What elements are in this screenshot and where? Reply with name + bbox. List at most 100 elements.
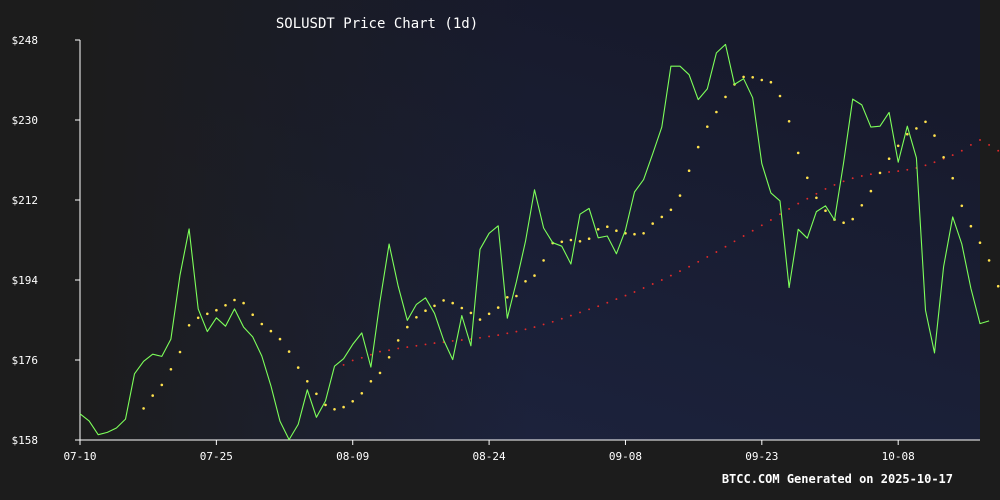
long-ma-point (733, 240, 736, 243)
short-ma-point (315, 392, 318, 396)
short-ma-point (424, 309, 427, 313)
y-tick-label: $212 (12, 194, 39, 207)
short-ma-point (469, 311, 473, 315)
long-ma-point (951, 154, 954, 157)
short-ma-point (515, 294, 518, 298)
long-ma-point (551, 320, 554, 323)
short-ma-point (642, 232, 645, 235)
y-tick-label: $248 (12, 34, 39, 47)
short-ma-point (169, 368, 173, 371)
long-ma-point (542, 323, 545, 326)
long-ma-point (351, 359, 354, 362)
short-ma-point (178, 350, 182, 354)
long-ma-point (806, 197, 809, 200)
short-ma-point (960, 204, 964, 208)
long-ma-point (869, 173, 872, 176)
x-tick-label: 09-08 (609, 450, 642, 463)
short-ma-point (869, 189, 873, 193)
chart-title: SOLUSDT Price Chart (1d) (276, 16, 478, 32)
short-ma-point (778, 94, 782, 98)
long-ma-point (497, 334, 500, 337)
long-ma-point (379, 350, 381, 353)
long-ma-point (924, 164, 927, 167)
long-ma-point (569, 314, 572, 317)
short-ma-point (324, 403, 327, 407)
short-ma-point (306, 380, 309, 383)
short-ma-point (460, 306, 464, 310)
long-ma-point (760, 224, 763, 227)
short-ma-point (860, 204, 864, 207)
short-ma-point (206, 312, 209, 316)
short-ma-point (696, 145, 700, 149)
short-ma-point (160, 383, 164, 387)
long-ma-point (815, 192, 818, 195)
long-ma-point (860, 175, 863, 177)
short-ma-point (633, 232, 636, 236)
price-line (79, 43, 990, 441)
short-ma-point (569, 238, 573, 242)
long-ma-point (588, 308, 591, 311)
long-moving-average-series (342, 139, 1000, 366)
long-ma-point (697, 260, 700, 263)
short-ma-point (369, 380, 373, 383)
long-ma-point (688, 265, 691, 268)
long-ma-point (824, 187, 827, 190)
short-ma-point (496, 306, 500, 309)
short-ma-point (724, 95, 727, 99)
short-ma-point (278, 337, 282, 341)
long-ma-point (506, 332, 509, 335)
short-ma-point (660, 215, 664, 219)
short-ma-point (578, 240, 582, 243)
short-moving-average-series (142, 75, 1000, 411)
long-ma-point (897, 170, 900, 173)
short-ma-point (706, 125, 709, 128)
price-series (79, 43, 990, 441)
long-ma-point (797, 202, 800, 205)
short-ma-point (351, 400, 355, 403)
short-ma-point (542, 259, 545, 262)
short-ma-point (742, 75, 745, 79)
short-ma-point (487, 312, 491, 316)
short-ma-point (242, 301, 245, 305)
long-ma-point (515, 330, 518, 333)
long-ma-point (415, 344, 418, 347)
short-ma-point (151, 394, 154, 397)
short-ma-point (687, 169, 691, 172)
long-ma-point (833, 183, 836, 186)
long-ma-point (779, 213, 781, 216)
short-ma-point (815, 196, 818, 200)
short-ma-point (978, 241, 982, 244)
short-ma-point (951, 176, 954, 180)
short-ma-point (196, 316, 200, 320)
short-ma-point (260, 322, 264, 326)
short-ma-point (715, 110, 718, 114)
short-ma-point (478, 318, 482, 321)
short-ma-point (896, 144, 900, 148)
long-ma-point (533, 326, 536, 329)
long-ma-point (597, 305, 600, 308)
short-ma-point (251, 313, 254, 317)
long-ma-point (888, 171, 891, 173)
long-ma-point (851, 177, 854, 180)
short-ma-point (851, 217, 854, 221)
short-ma-point (596, 228, 600, 231)
short-ma-point (824, 209, 827, 212)
short-ma-point (442, 299, 445, 302)
long-ma-point (724, 245, 727, 248)
short-ma-point (533, 274, 536, 277)
long-ma-point (360, 356, 363, 359)
y-tick-label: $176 (12, 354, 39, 367)
long-ma-point (606, 301, 609, 304)
x-tick-label: 08-24 (473, 450, 506, 463)
long-ma-point (624, 294, 627, 297)
long-ma-point (706, 255, 709, 258)
short-ma-point (760, 78, 764, 82)
short-ma-point (887, 157, 891, 160)
short-ma-point (187, 324, 191, 327)
long-ma-point (451, 339, 454, 342)
short-ma-point (906, 132, 909, 136)
long-ma-point (751, 229, 754, 232)
long-ma-point (642, 287, 645, 289)
short-ma-point (269, 329, 273, 333)
